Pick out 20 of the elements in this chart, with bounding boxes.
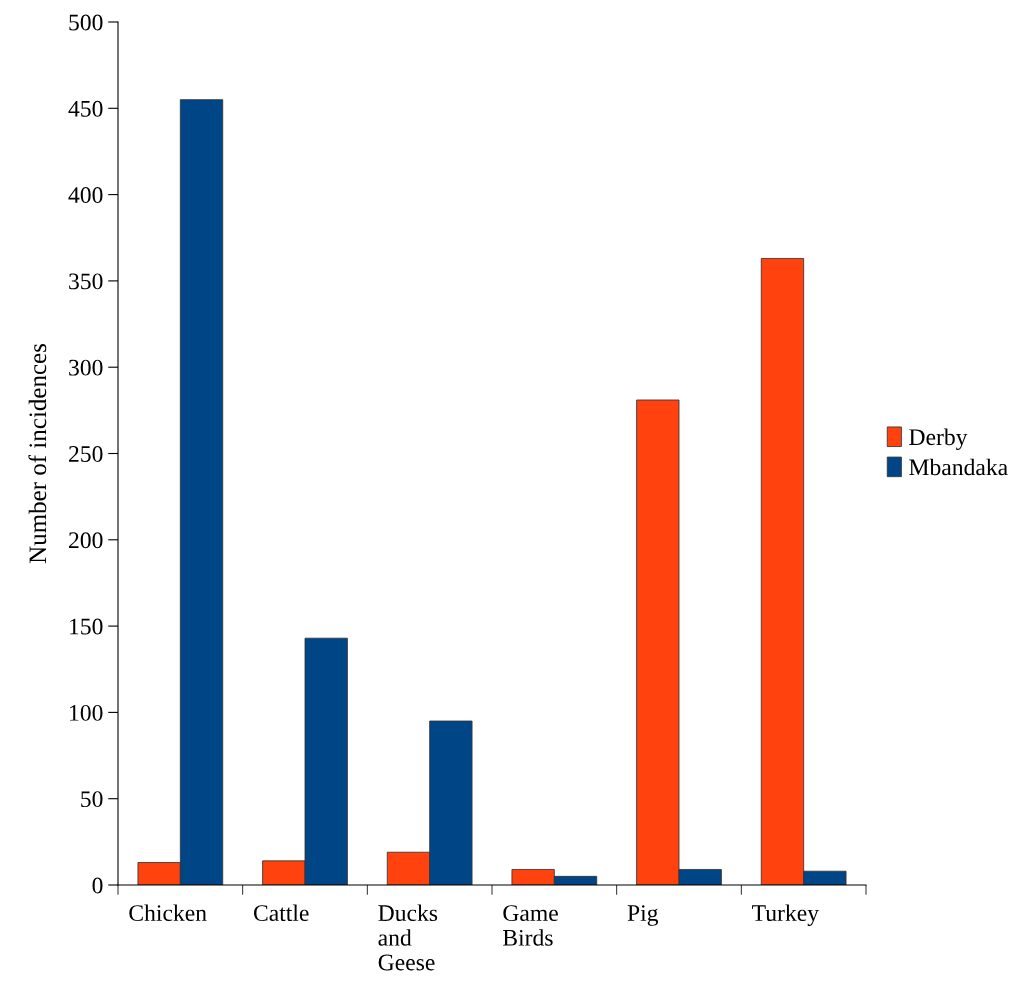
x-tick-label: Ducks and Geese (378, 904, 438, 971)
y-tick-label: 450 (68, 100, 103, 117)
legend-label: Mbandaka (909, 458, 1008, 476)
x-tick-label: Turkey (752, 904, 819, 926)
x-tick-label: Cattle (253, 904, 309, 922)
y-axis-title: Number of incidences (28, 344, 47, 564)
y-tick-label: 150 (70, 618, 103, 635)
y-tick-label: 100 (70, 704, 103, 721)
y-tick-label: 250 (69, 445, 103, 462)
y-tick-label: 50 (81, 791, 103, 808)
y-tick-label: 500 (69, 14, 103, 31)
y-tick-label: 200 (69, 532, 103, 549)
legend-label: Derby (909, 428, 968, 450)
x-tick-label: Game Birds (503, 905, 558, 946)
x-tick-label: Chicken (129, 904, 207, 922)
y-tick-label: 300 (69, 359, 103, 376)
y-tick-label: 0 (92, 877, 103, 894)
y-tick-label: 400 (68, 187, 103, 204)
x-tick-label: Pig (627, 905, 659, 926)
y-tick-label: 350 (69, 273, 103, 290)
